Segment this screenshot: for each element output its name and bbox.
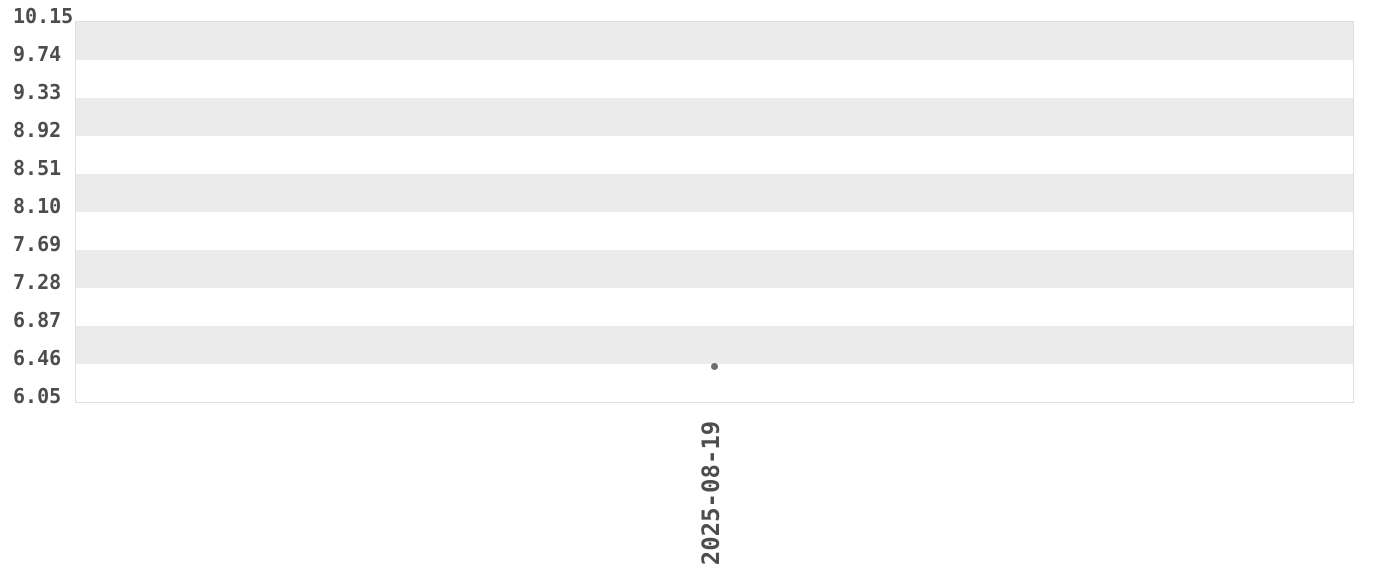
y-tick-label: 8.10 xyxy=(13,194,62,218)
y-tick-label: 7.28 xyxy=(13,270,62,294)
data-point[interactable] xyxy=(711,363,718,370)
y-tick-label: 6.46 xyxy=(13,346,62,370)
y-tick-label: 9.74 xyxy=(13,42,62,66)
plot-area xyxy=(75,21,1354,403)
y-tick-label: 10.15 xyxy=(13,4,74,28)
y-tick-label: 6.05 xyxy=(13,384,62,408)
y-tick-label: 7.69 xyxy=(13,232,62,256)
y-axis: 10.15 9.74 9.33 8.92 8.51 8.10 7.69 7.28… xyxy=(0,0,76,420)
y-tick-label: 8.51 xyxy=(13,156,62,180)
x-tick-label: 2025-08-19 xyxy=(697,420,725,566)
y-tick-label: 9.33 xyxy=(13,80,62,104)
y-tick-label: 8.92 xyxy=(13,118,62,142)
y-tick-label: 6.87 xyxy=(13,308,62,332)
